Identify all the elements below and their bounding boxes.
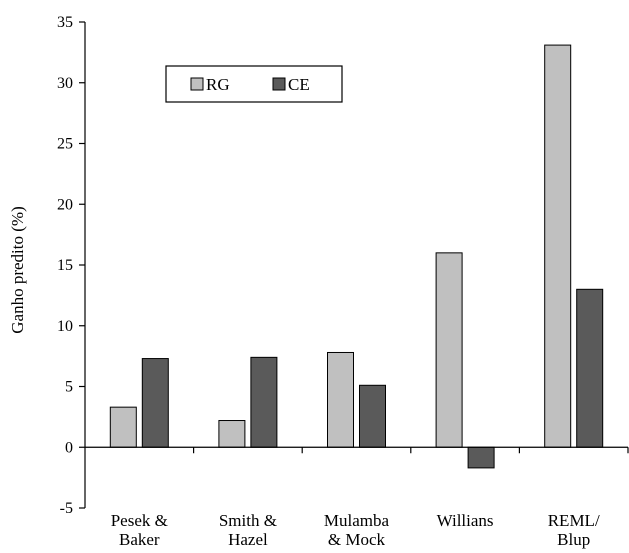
- bar-ce-1: [141, 358, 169, 448]
- y-axis-title: Ganho predito (%): [8, 206, 27, 333]
- legend: RG CE: [165, 65, 343, 103]
- axes-layer: [79, 21, 629, 509]
- y-tick-label: 5: [65, 379, 73, 396]
- x-category-label: Willians: [437, 511, 494, 530]
- y-tick-label: 35: [57, 14, 73, 31]
- labels-layer: -5 0 5 10 15 20 25 30 35 Ganho predito (%) Pesek &…: [8, 14, 600, 549]
- bar-rg-4: [435, 252, 463, 448]
- x-category-label: REML/Blup: [548, 511, 600, 549]
- bar-ce-5: [576, 288, 604, 448]
- legend-swatch-rg: [190, 77, 204, 91]
- y-tick-label: 25: [57, 136, 73, 153]
- legend-swatch-ce: [272, 77, 286, 91]
- y-tick-label: 0: [65, 439, 73, 456]
- bar-ce-3: [359, 384, 386, 448]
- bar-rg-2: [218, 420, 246, 448]
- y-tick-label: 15: [57, 257, 73, 274]
- y-tick-label: -5: [60, 500, 73, 517]
- x-category-label: Smith & Hazel: [219, 511, 277, 549]
- bar-rg-5: [544, 44, 572, 448]
- bar-rg-1: [109, 406, 137, 448]
- x-category-label: Mulamba & Mock: [324, 511, 390, 549]
- y-tick-label: 30: [57, 75, 73, 92]
- bars-layer: [109, 44, 604, 469]
- bar-ce-2: [250, 356, 278, 448]
- bar-ce-4: [467, 446, 495, 469]
- y-tick-label: 20: [57, 196, 73, 213]
- bar-rg-3: [327, 351, 354, 448]
- legend-label-ce: CE: [288, 75, 310, 94]
- legend-label-rg: RG: [206, 75, 230, 94]
- x-category-label: Pesek & Baker: [111, 511, 168, 549]
- y-tick-label: 10: [57, 318, 73, 335]
